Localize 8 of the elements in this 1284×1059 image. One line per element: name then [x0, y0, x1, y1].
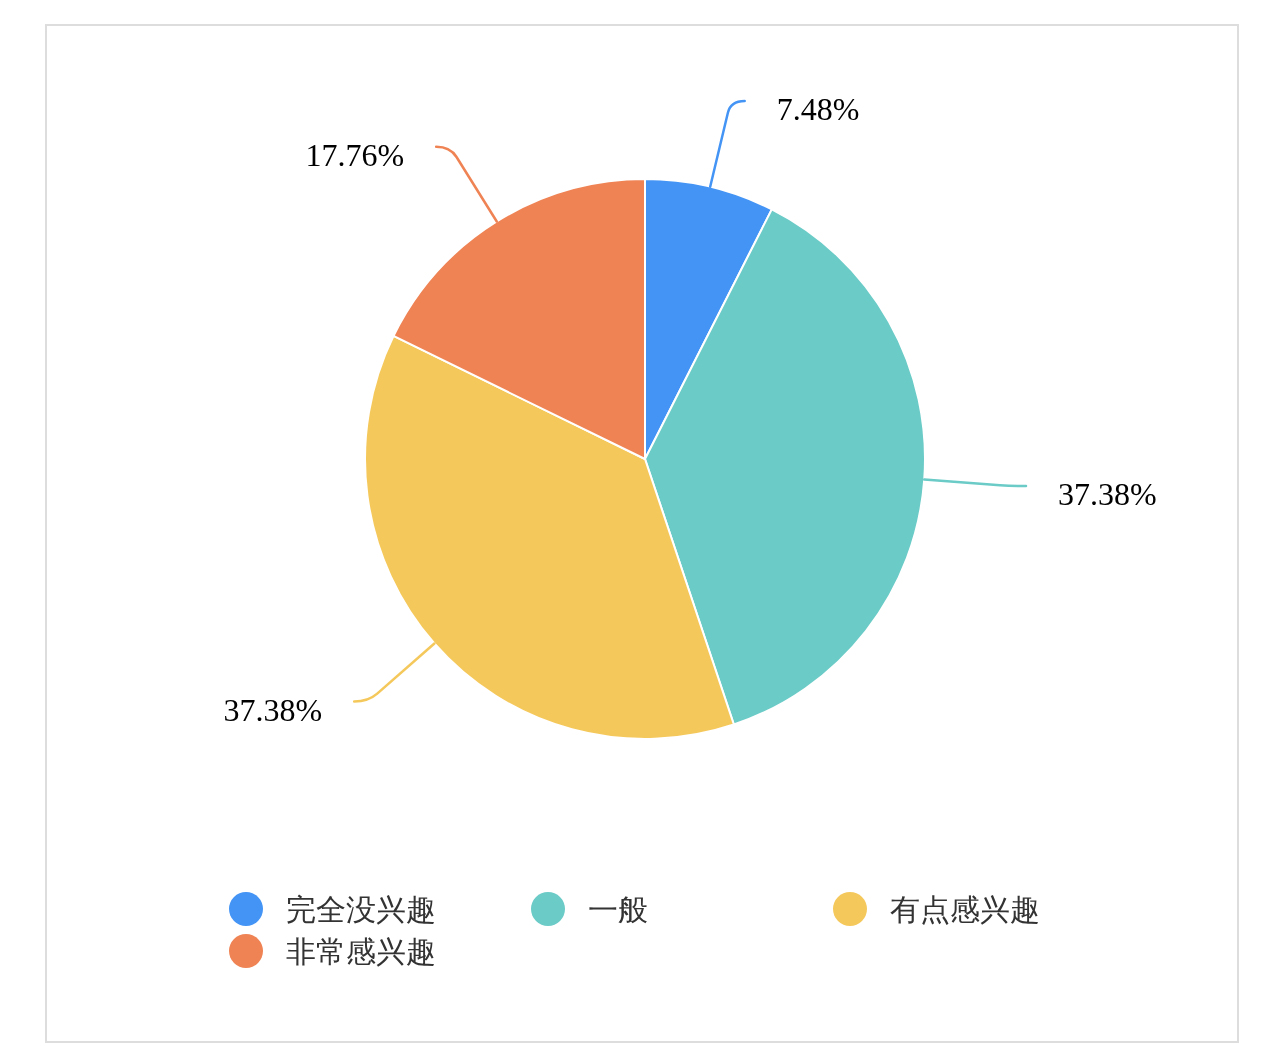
legend-label: 非常感兴趣 — [286, 933, 436, 969]
data-label: 17.76% — [305, 137, 405, 174]
legend-label: 有点感兴趣 — [890, 891, 1040, 927]
data-label: 37.38% — [223, 691, 323, 728]
data-label: 37.38% — [1058, 476, 1157, 513]
legend-label: 一般 — [588, 891, 648, 927]
legend-label: 完全没兴趣 — [286, 891, 436, 927]
data-label: 7.48% — [776, 91, 860, 128]
